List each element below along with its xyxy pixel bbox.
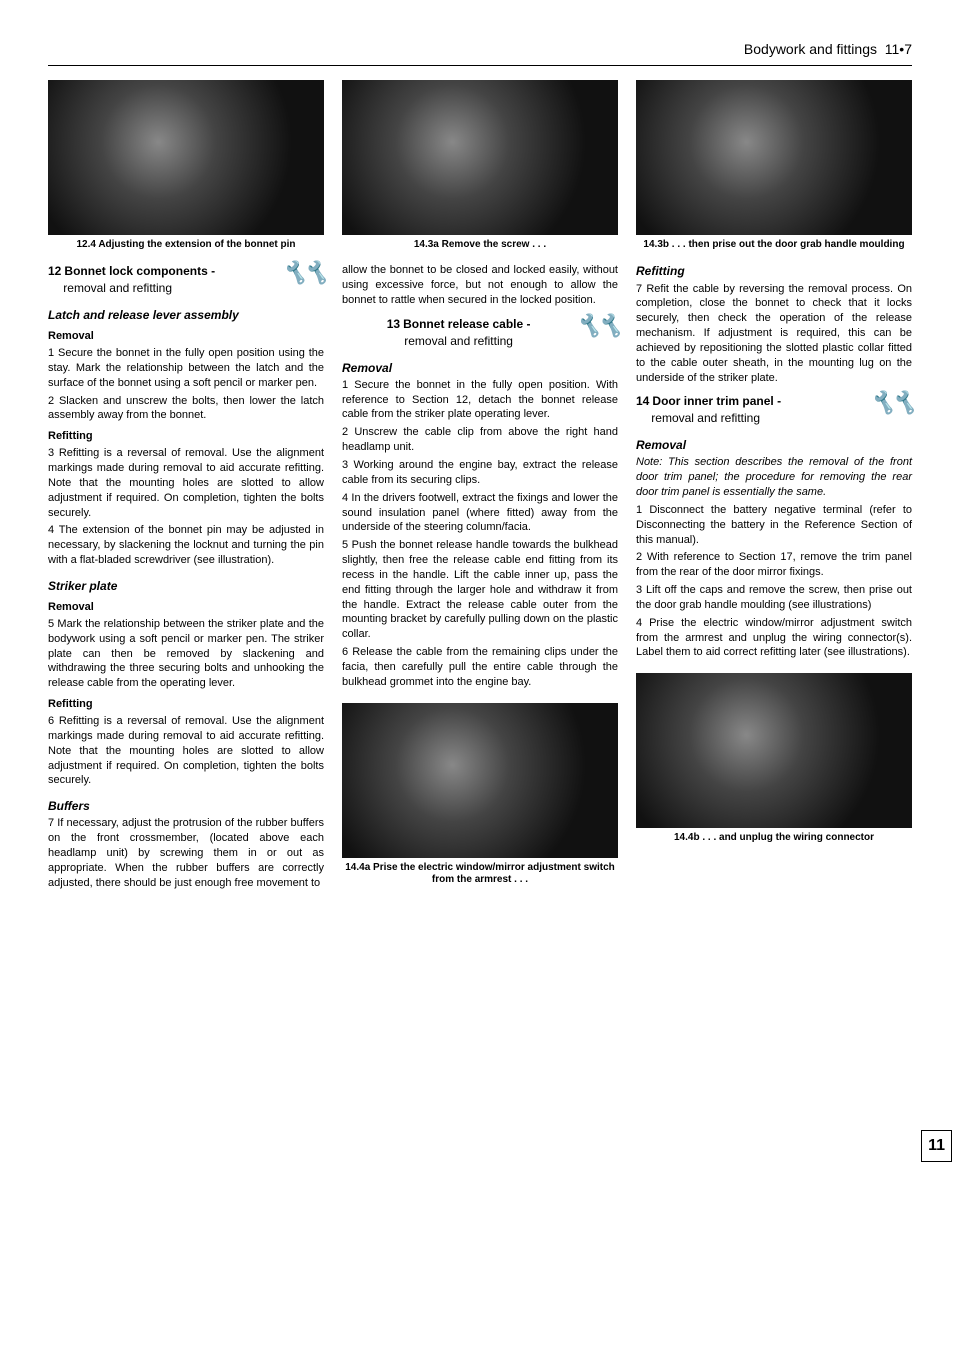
figure-14-4b-caption: 14.4b . . . and unplug the wiring connec…	[636, 832, 912, 845]
section-13-header: 13 Bonnet release cable - removal and re…	[342, 316, 618, 350]
section-13-title: Bonnet release cable -	[403, 317, 530, 331]
para-13-6: 6 Release the cable from the remaining c…	[342, 645, 618, 690]
para-13-4: 4 In the drivers footwell, extract the f…	[342, 491, 618, 536]
para-12-3: 3 Refitting is a reversal of removal. Us…	[48, 446, 324, 520]
buffers-heading: Buffers	[48, 798, 324, 814]
para-13-7: 7 Refit the cable by reversing the remov…	[636, 282, 912, 386]
para-14-1: 1 Disconnect the battery negative termin…	[636, 503, 912, 548]
figure-14-4a-caption: 14.4a Prise the electric window/mirror a…	[342, 862, 618, 887]
content-columns: 12.4 Adjusting the extension of the bonn…	[48, 80, 912, 899]
para-13-2: 2 Unscrew the cable clip from above the …	[342, 425, 618, 455]
removal-heading-13: Removal	[342, 360, 618, 376]
section-12-header: 12 Bonnet lock components - removal and …	[48, 263, 324, 297]
para-14-4: 4 Prise the electric window/mirror adjus…	[636, 616, 912, 661]
column-right: 14.3b . . . then prise out the door grab…	[636, 80, 912, 899]
removal-heading-14: Removal	[636, 437, 912, 453]
para-col2-intro: allow the bonnet to be closed and locked…	[342, 263, 618, 308]
column-middle: 14.3a Remove the screw . . . allow the b…	[342, 80, 618, 899]
para-14-3: 3 Lift off the caps and remove the screw…	[636, 583, 912, 613]
figure-14-4a	[342, 703, 618, 858]
header-title: Bodywork and fittings	[744, 41, 877, 57]
removal-heading-1: Removal	[48, 329, 324, 344]
para-12-2: 2 Slacken and unscrew the bolts, then lo…	[48, 394, 324, 424]
header-rule	[48, 65, 912, 66]
refitting-heading-2: Refitting	[48, 697, 324, 712]
section-12-sub: removal and refitting	[63, 281, 172, 295]
difficulty-icon: 🔧🔧	[867, 393, 913, 413]
section-14-header: 14 Door inner trim panel - removal and r…	[636, 393, 912, 427]
para-12-7: 7 If necessary, adjust the protrusion of…	[48, 816, 324, 890]
section-12-title: Bonnet lock components -	[64, 264, 215, 278]
para-13-3: 3 Working around the engine bay, extract…	[342, 458, 618, 488]
chapter-tab: 11	[921, 1130, 952, 1162]
section-14-num: 14	[636, 394, 649, 408]
section-14-title: Door inner trim panel -	[652, 394, 781, 408]
striker-heading: Striker plate	[48, 578, 324, 594]
para-14-2: 2 With reference to Section 17, remove t…	[636, 550, 912, 580]
section-14-sub: removal and refitting	[651, 411, 760, 425]
para-12-4: 4 The extension of the bonnet pin may be…	[48, 523, 324, 568]
para-12-5: 5 Mark the relationship between the stri…	[48, 617, 324, 691]
para-14-note: Note: This section describes the removal…	[636, 455, 912, 500]
column-left: 12.4 Adjusting the extension of the bonn…	[48, 80, 324, 899]
figure-12-4	[48, 80, 324, 235]
figure-14-4b	[636, 673, 912, 828]
difficulty-icon: 🔧🔧	[279, 263, 325, 283]
section-13-sub: removal and refitting	[404, 334, 513, 348]
section-12-num: 12	[48, 264, 61, 278]
figure-12-4-caption: 12.4 Adjusting the extension of the bonn…	[48, 239, 324, 252]
para-13-5: 5 Push the bonnet release handle towards…	[342, 538, 618, 642]
page-header: Bodywork and fittings 11•7	[48, 40, 912, 59]
refitting-heading-13: Refitting	[636, 263, 912, 279]
para-12-1: 1 Secure the bonnet in the fully open po…	[48, 346, 324, 391]
header-page: 11•7	[885, 41, 912, 57]
removal-heading-2: Removal	[48, 600, 324, 615]
section-13-num: 13	[387, 317, 400, 331]
difficulty-icon: 🔧🔧	[573, 316, 619, 336]
figure-14-3a	[342, 80, 618, 235]
figure-14-3a-caption: 14.3a Remove the screw . . .	[342, 239, 618, 252]
para-12-6: 6 Refitting is a reversal of removal. Us…	[48, 714, 324, 788]
latch-heading: Latch and release lever assembly	[48, 307, 324, 323]
figure-14-3b-caption: 14.3b . . . then prise out the door grab…	[636, 239, 912, 252]
refitting-heading-1: Refitting	[48, 429, 324, 444]
figure-14-3b	[636, 80, 912, 235]
para-13-1: 1 Secure the bonnet in the fully open po…	[342, 378, 618, 423]
